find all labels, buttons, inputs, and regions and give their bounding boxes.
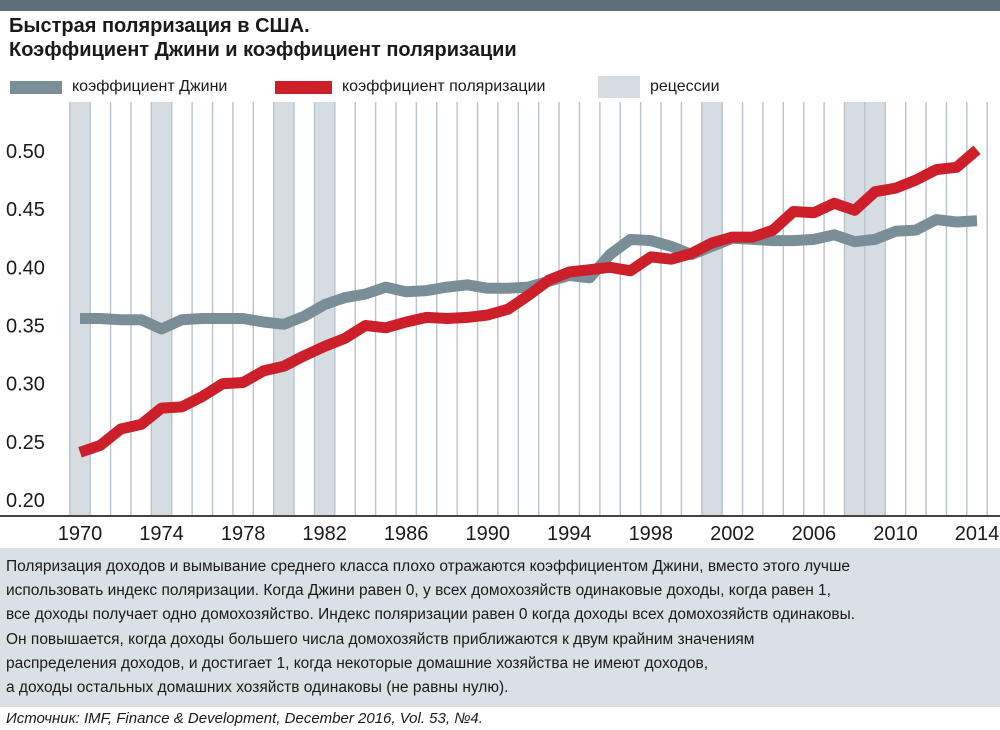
x-tick-label-1998: 1998	[629, 523, 674, 545]
legend-item-polarization: коэффициент поляризации	[275, 72, 545, 102]
legend-label-polarization: коэффициент поляризации	[342, 78, 546, 95]
note-line-1: Поляризация доходов и вымывание среднего…	[6, 558, 851, 575]
polarization-series-line	[78, 145, 981, 458]
y-tick-label-0.40: 0.40	[6, 257, 45, 279]
note-line-6: а доходы остальных домашних хозяйств оди…	[6, 679, 509, 697]
x-tick-label-1990: 1990	[465, 523, 510, 545]
x-tick-label-1982: 1982	[302, 523, 347, 545]
note-line-5: распределения доходов, и достигает 1, ко…	[6, 654, 709, 672]
y-tick-label-0.50: 0.50	[6, 141, 45, 163]
title-line-1: Быстрая поляризация в США.	[9, 15, 310, 37]
recession-band-5	[701, 102, 723, 516]
legend-swatch-gini	[10, 80, 62, 94]
x-tick-label-1986: 1986	[384, 523, 429, 545]
y-tick-label-0.20: 0.20	[6, 490, 45, 512]
x-tick-label-1994: 1994	[547, 523, 592, 545]
legend: коэффициент Джини коэффициент поляризаци…	[0, 72, 1000, 102]
note-line-4: Он повышается, когда доходы большего чис…	[6, 630, 755, 648]
title-line-2: Коэффициент Джини и коэффициент поляриза…	[9, 39, 517, 61]
x-tick-label-1970: 1970	[58, 523, 103, 545]
x-tick-label-2010: 2010	[873, 523, 918, 545]
legend-label-recessions: рецессии	[650, 78, 720, 95]
legend-swatch-polarization	[275, 80, 332, 94]
x-tick-label-2006: 2006	[792, 523, 837, 545]
x-tick-label-1974: 1974	[139, 523, 184, 545]
legend-item-gini: коэффициент Джини	[10, 72, 227, 102]
y-tick-label-0.30: 0.30	[6, 374, 45, 396]
legend-swatch-recessions	[598, 76, 640, 98]
note-line-2: использовать индекс поляризации. Когда Д…	[6, 582, 831, 600]
legend-item-recessions: рецессии	[598, 72, 720, 102]
chart-title: Быстрая поляризация в США. Коэффициент Д…	[9, 14, 517, 62]
note-line-3: все доходы получает одно домохозяйство. …	[6, 606, 856, 624]
line-chart: 0.20 0.25 0.30 0.35 0.40 0.45 0.50 1970 1974 1978…	[0, 102, 1000, 545]
y-tick-label-0.25: 0.25	[6, 432, 45, 454]
top-accent-bar	[0, 0, 1000, 11]
x-tick-label-2002: 2002	[710, 523, 755, 545]
source-citation: Источник: IMF, Finance & Development, De…	[6, 710, 483, 727]
explanation-note: Поляризация доходов и вымывание среднего…	[0, 548, 1000, 707]
recession-band-2	[151, 102, 172, 516]
y-tick-label-0.35: 0.35	[6, 316, 45, 338]
x-tick-label-1978: 1978	[221, 523, 266, 545]
x-tick-label-2014: 2014	[955, 523, 1000, 545]
recession-band-3	[273, 102, 295, 516]
legend-label-gini: коэффициент Джини	[72, 78, 228, 95]
y-tick-label-0.45: 0.45	[6, 199, 45, 221]
gini-series-line	[80, 214, 978, 335]
recession-band-1	[69, 102, 91, 516]
